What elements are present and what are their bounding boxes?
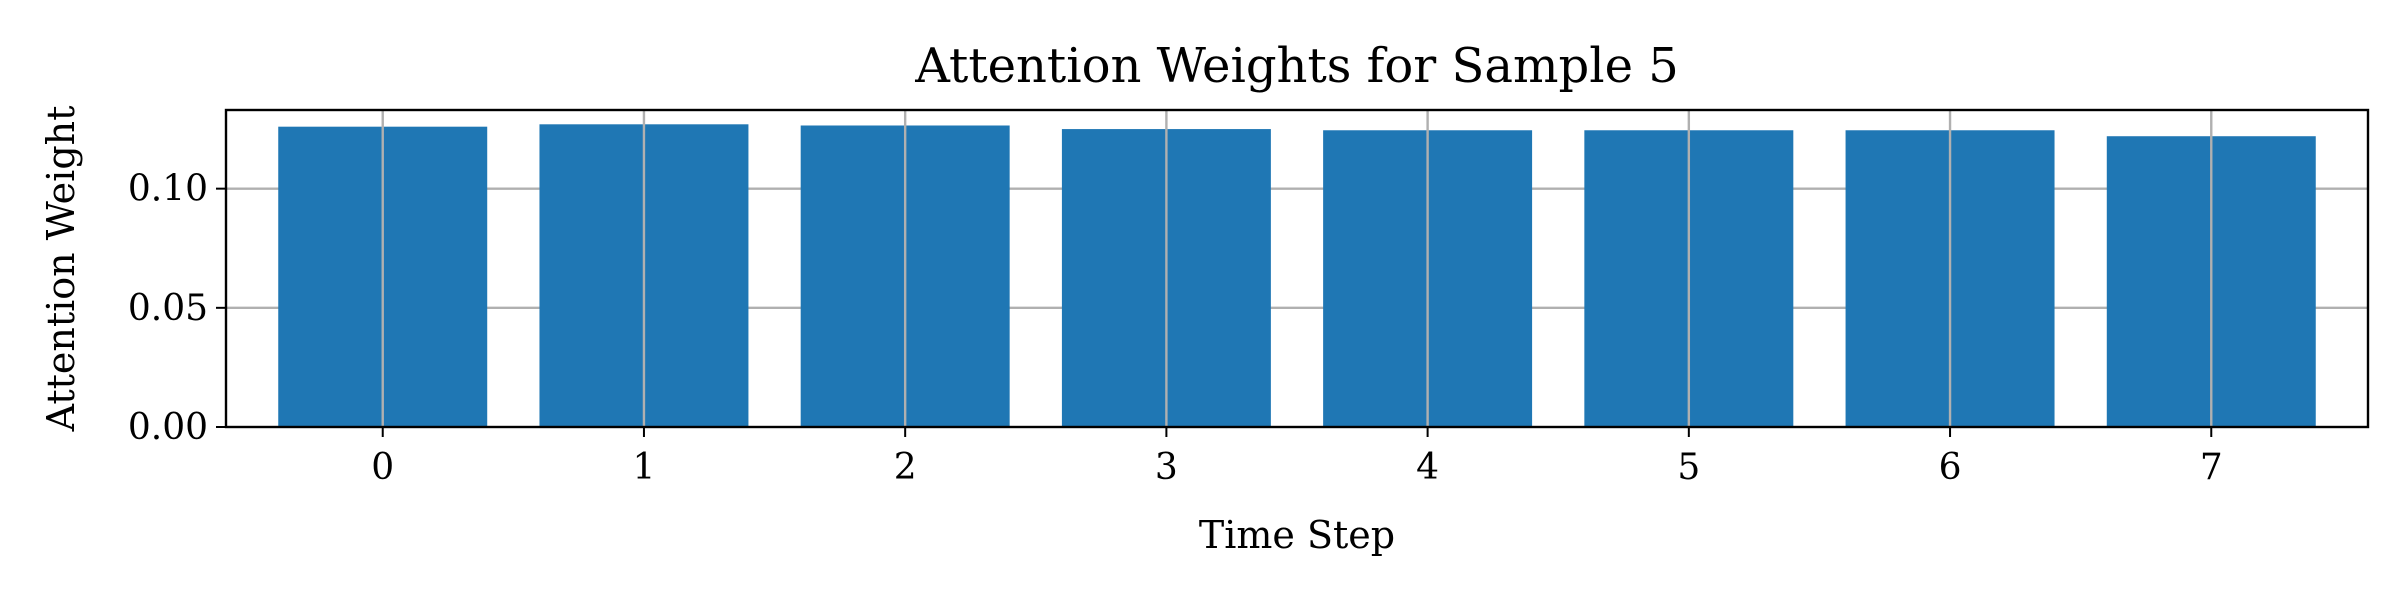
y-tick-label: 0.10 [128,169,208,210]
x-tick-label: 4 [1416,447,1439,488]
y-axis-label: Attention Weight [39,106,83,433]
x-tick-label: 3 [1155,447,1178,488]
tick-layer: 0.00 0.05 0.10 0 1 2 3 4 5 6 7 [128,169,2223,488]
y-tick-label: 0.00 [128,407,208,448]
x-tick-label: 2 [894,447,917,488]
x-tick-label: 5 [1677,447,1700,488]
x-tick-label: 0 [371,447,394,488]
bar-layer [278,124,2316,428]
chart-title: Attention Weights for Sample 5 [914,38,1679,94]
x-axis-label: Time Step [1199,513,1395,557]
x-tick-label: 1 [632,447,655,488]
plot-frame [224,108,2370,429]
x-tick-label: 6 [1939,447,1962,488]
y-tick-label: 0.05 [128,288,208,329]
x-grid-layer [381,110,2213,427]
x-tick-label: 7 [2200,447,2223,488]
